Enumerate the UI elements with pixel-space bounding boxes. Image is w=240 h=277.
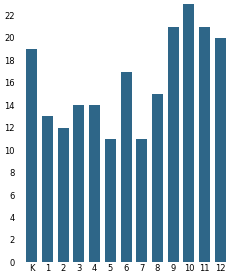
Bar — [168, 27, 179, 262]
Bar — [183, 4, 194, 262]
Bar — [136, 139, 147, 262]
Bar — [26, 49, 37, 262]
Bar — [120, 71, 132, 262]
Bar — [105, 139, 116, 262]
Bar — [199, 27, 210, 262]
Bar — [42, 116, 53, 262]
Bar — [152, 94, 163, 262]
Bar — [58, 128, 69, 262]
Bar — [215, 38, 226, 262]
Bar — [73, 105, 84, 262]
Bar — [89, 105, 100, 262]
